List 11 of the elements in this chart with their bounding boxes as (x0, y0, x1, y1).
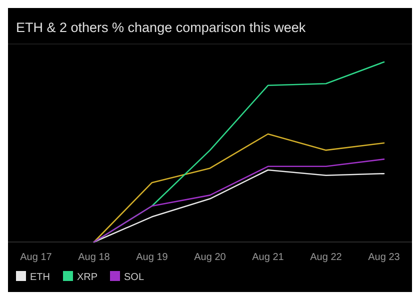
x-tick-label: Aug 18 (78, 252, 110, 263)
legend-label: ETH (30, 272, 50, 283)
x-tick-label: Aug 19 (136, 252, 168, 263)
x-tick-label: Aug 22 (310, 252, 342, 263)
x-tick-label: Aug 21 (252, 252, 284, 263)
legend-label: XRP (77, 272, 98, 283)
x-tick-label: Aug 23 (368, 252, 400, 263)
legend-label: SOL (124, 272, 144, 283)
x-tick-label: Aug 20 (194, 252, 226, 263)
x-tick-label: Aug 17 (20, 252, 52, 263)
chart-title: ETH & 2 others % change comparison this week (16, 20, 306, 35)
